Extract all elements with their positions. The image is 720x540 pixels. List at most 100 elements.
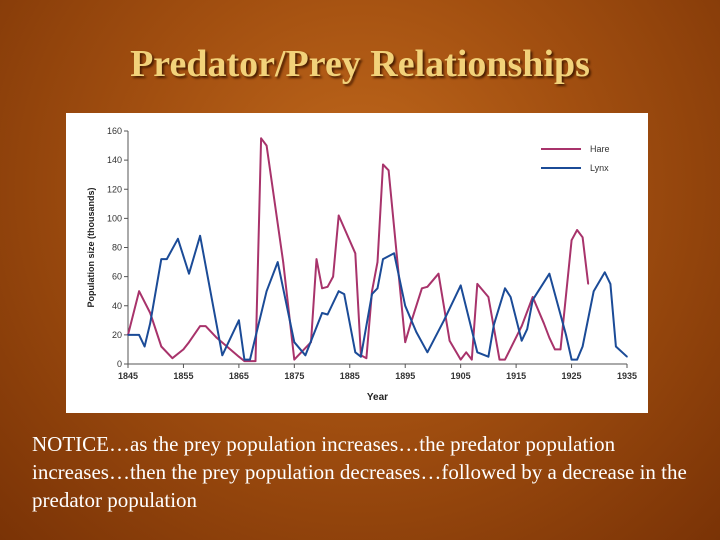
lynx-data-point: [149, 322, 151, 325]
lynx-data-point: [304, 354, 307, 357]
hare-data-point: [448, 339, 451, 342]
lynx-data-point: [570, 358, 573, 361]
lynx-data-point: [504, 287, 506, 290]
lynx-data-point: [459, 284, 462, 287]
lynx-data-point: [199, 235, 201, 237]
hare-data-point: [559, 348, 562, 351]
lynx-data-point: [476, 351, 479, 354]
lynx-data-point: [371, 293, 373, 295]
x-tick-label: 1875: [284, 371, 304, 381]
lynx-data-point: [337, 290, 340, 292]
y-tick-label: 60: [112, 272, 122, 282]
lynx-data-point: [138, 334, 140, 336]
hare-data-point: [138, 290, 140, 292]
lynx-data-point: [443, 319, 445, 322]
lynx-data-point: [293, 341, 296, 343]
lynx-series-line: [128, 234, 628, 361]
lynx-data-point: [581, 345, 584, 348]
hare-data-point: [376, 261, 379, 263]
hare-data-point: [238, 355, 240, 358]
lynx-data-point: [615, 345, 617, 348]
lynx-data-point: [360, 355, 362, 358]
lynx-data-point: [526, 328, 528, 330]
y-tick-label: 140: [107, 155, 122, 165]
lynx-data-point: [609, 283, 612, 285]
hare-data-point: [465, 351, 468, 354]
hare-data-point: [554, 348, 556, 351]
hare-data-point: [315, 258, 318, 260]
slide-title: Predator/Prey Relationships: [130, 43, 590, 85]
slide-caption: NOTICE…as the prey population increases……: [32, 432, 687, 512]
lynx-data-point: [321, 312, 323, 314]
lynx-data-point: [376, 287, 379, 290]
y-tick-label: 80: [112, 243, 122, 253]
lynx-data-point: [426, 351, 429, 354]
chart-panel: 0 20 40 60 80 100 120 140 160 1845 1855 1865 1875 188…: [66, 113, 648, 413]
legend-label-lynx: Lynx: [590, 163, 609, 173]
x-tick-label: 1905: [451, 371, 471, 381]
x-tick-label: 1915: [506, 371, 526, 381]
lynx-data-point: [531, 299, 534, 301]
hare-data-point: [476, 283, 479, 285]
hare-data-point: [160, 345, 163, 348]
lynx-data-point: [354, 351, 357, 354]
lynx-data-point: [143, 345, 146, 348]
hare-data-point: [354, 252, 357, 255]
population-line-chart: 0 20 40 60 80 100 120 140 160 1845 1855 1865 1875 188…: [86, 126, 637, 403]
hare-data-point: [404, 341, 407, 343]
hare-data-point: [188, 341, 190, 343]
hare-data-point: [387, 169, 390, 172]
lynx-data-point: [520, 339, 523, 342]
x-tick-label: 1855: [173, 371, 193, 381]
hare-data-point: [504, 358, 506, 361]
y-tick-label: 0: [117, 359, 122, 369]
lynx-data-point: [238, 319, 240, 322]
x-tick-label: 1865: [229, 371, 249, 381]
hare-data-point: [337, 214, 340, 217]
y-tick-label: 100: [107, 213, 122, 223]
hare-data-point: [543, 322, 545, 325]
hare-data-point: [570, 239, 573, 242]
lynx-data-point: [177, 237, 179, 240]
hare-data-point: [382, 163, 384, 166]
hare-data-point: [171, 357, 174, 359]
lynx-data-point: [221, 354, 224, 357]
lynx-data-point: [243, 358, 246, 361]
y-axis-label: Population size (thousands): [86, 187, 96, 307]
hare-data-point: [421, 287, 423, 290]
x-tick-label: 1935: [617, 371, 637, 381]
hare-data-point: [282, 261, 285, 263]
lynx-data-point: [487, 355, 490, 358]
hare-data-point: [426, 286, 429, 288]
lynx-data-point: [626, 355, 628, 358]
hare-data-point: [365, 357, 368, 359]
hare-data-point: [254, 360, 257, 362]
lynx-data-point: [415, 331, 418, 333]
hare-data-point: [265, 144, 268, 147]
hare-data-point: [182, 348, 185, 351]
hare-data-point: [459, 358, 462, 361]
hare-data-point: [371, 290, 373, 292]
hare-data-point: [437, 272, 440, 275]
x-tick-label: 1885: [340, 371, 360, 381]
hare-data-point: [326, 286, 329, 288]
hare-data-point: [204, 325, 207, 327]
lynx-data-point: [493, 323, 495, 326]
lynx-data-point: [343, 293, 346, 295]
x-tick-label: 1895: [395, 371, 415, 381]
x-tick-label: 1845: [118, 371, 138, 381]
lynx-data-point: [249, 358, 251, 361]
hare-data-point: [576, 229, 578, 231]
hare-data-point: [581, 236, 584, 239]
hare-data-point: [548, 336, 551, 339]
lynx-data-point: [604, 271, 606, 274]
lynx-data-point: [265, 290, 268, 292]
lynx-data-point: [160, 258, 163, 260]
lynx-data-point: [565, 334, 567, 336]
lynx-data-point: [404, 304, 407, 307]
lynx-data-point: [592, 290, 595, 292]
hare-data-point: [243, 360, 246, 362]
lynx-data-point: [382, 258, 384, 260]
hare-data-point: [498, 358, 501, 361]
lynx-data-point: [548, 272, 551, 275]
